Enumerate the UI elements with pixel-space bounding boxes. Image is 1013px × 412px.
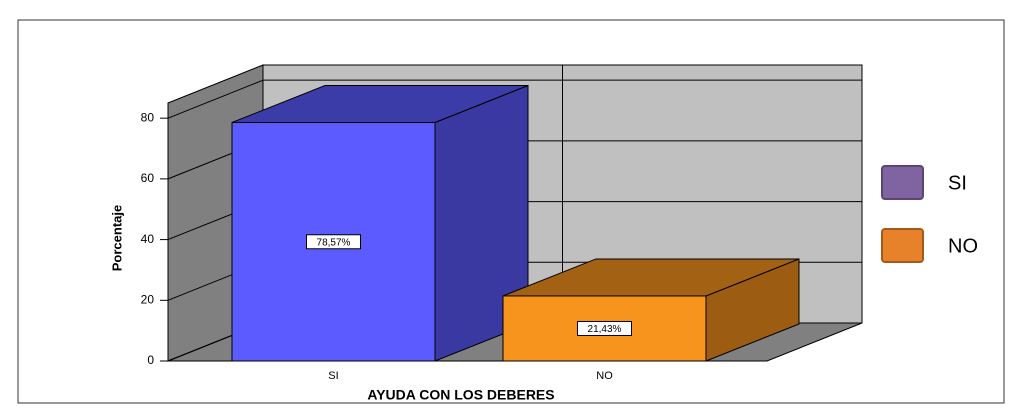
y-tick-label: 40 (141, 232, 155, 246)
legend-label: SI (948, 172, 967, 194)
y-tick-label: 80 (141, 110, 155, 124)
y-tick-label: 20 (141, 292, 155, 306)
y-tick-label: 60 (141, 171, 155, 185)
value-label-box (577, 320, 632, 336)
value-label-box (306, 234, 361, 250)
value-label: 21,43% (588, 324, 622, 335)
x-axis-title: AYUDA CON LOS DEBERES (367, 387, 554, 403)
value-label: 78,57% (317, 237, 351, 248)
y-axis-title: Porcentaje (109, 205, 124, 271)
legend-swatch (881, 165, 924, 200)
x-tick-label: NO (596, 370, 613, 382)
legend-swatch (881, 228, 924, 263)
grid-line (167, 79, 264, 119)
y-tick-label: 0 (147, 353, 154, 367)
legend-label: NO (948, 235, 978, 257)
x-tick-label: SI (328, 370, 338, 382)
